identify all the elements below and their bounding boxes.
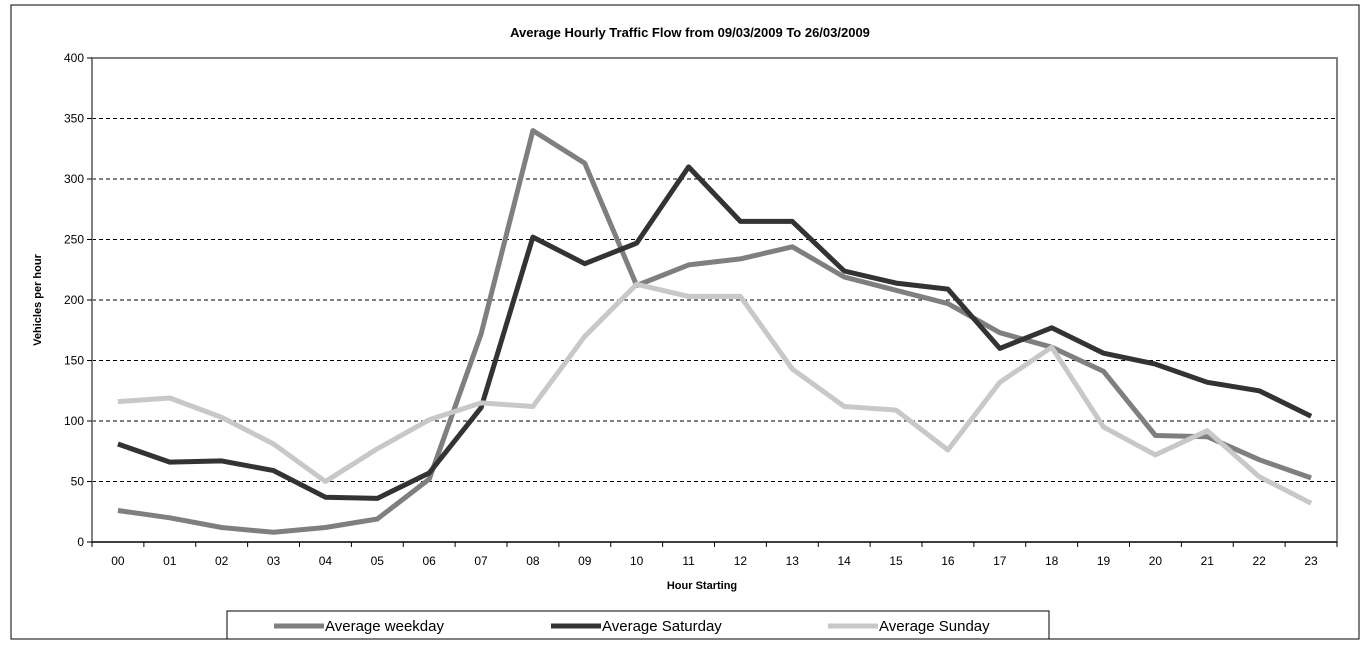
x-tick-label: 19 (1097, 554, 1111, 568)
y-axis-title: Vehicles per hour (32, 253, 44, 345)
y-tick-label: 200 (64, 293, 84, 307)
x-tick-label: 11 (682, 554, 695, 568)
legend-box (226, 610, 1050, 640)
y-tick-label: 400 (64, 51, 84, 65)
y-tick-label: 0 (77, 535, 84, 549)
series-lines (117, 128, 1313, 535)
axes: 0 50 100 150 200 250 300 350 400 00 01 02 03 04 05 06 07… (64, 51, 1338, 568)
x-tick-label: 13 (786, 554, 800, 568)
x-tick-label: 17 (993, 554, 1007, 568)
x-tick-label: 18 (1045, 554, 1059, 568)
x-tick-label: 04 (319, 554, 333, 568)
y-tick-label: 350 (64, 112, 84, 126)
series-line-average-weekday (117, 128, 1312, 535)
x-axis-title: Hour Starting (667, 580, 737, 592)
x-tick-label: 05 (371, 554, 385, 568)
x-tick-label: 07 (474, 554, 488, 568)
x-tick-label: 14 (838, 554, 852, 568)
y-tick-label: 100 (64, 414, 84, 428)
x-tick-label: 06 (423, 554, 437, 568)
x-tick-label: 16 (941, 554, 955, 568)
x-tick-label: 10 (630, 554, 644, 568)
series-line-average-saturday (117, 164, 1313, 501)
legend-label: Average Sunday (879, 618, 990, 635)
chart-frame (10, 4, 1360, 640)
x-tick-label: 09 (578, 554, 592, 568)
y-tick-label: 250 (64, 233, 84, 247)
chart-title: Average Hourly Traffic Flow from 09/03/2… (510, 25, 870, 40)
y-tick-label: 50 (71, 475, 85, 489)
legend-label: Average Saturday (602, 618, 722, 635)
series-line-average-sunday (117, 281, 1313, 506)
x-tick-label: 00 (111, 554, 125, 568)
x-tick-label: 12 (734, 554, 748, 568)
x-tick-label: 22 (1253, 554, 1267, 568)
x-tick-label: 20 (1149, 554, 1163, 568)
x-tick-label: 21 (1201, 554, 1215, 568)
y-tick-label: 150 (64, 354, 84, 368)
x-tick-label: 02 (215, 554, 229, 568)
legend: Average weekday Average Saturday Average S… (226, 610, 1050, 640)
x-tick-label: 01 (163, 554, 177, 568)
x-tick-label: 08 (526, 554, 540, 568)
x-tick-label: 15 (889, 554, 903, 568)
x-tick-label: 03 (267, 554, 281, 568)
x-tick-label: 23 (1304, 554, 1318, 568)
legend-label: Average weekday (325, 618, 444, 635)
y-tick-label: 300 (64, 172, 84, 186)
